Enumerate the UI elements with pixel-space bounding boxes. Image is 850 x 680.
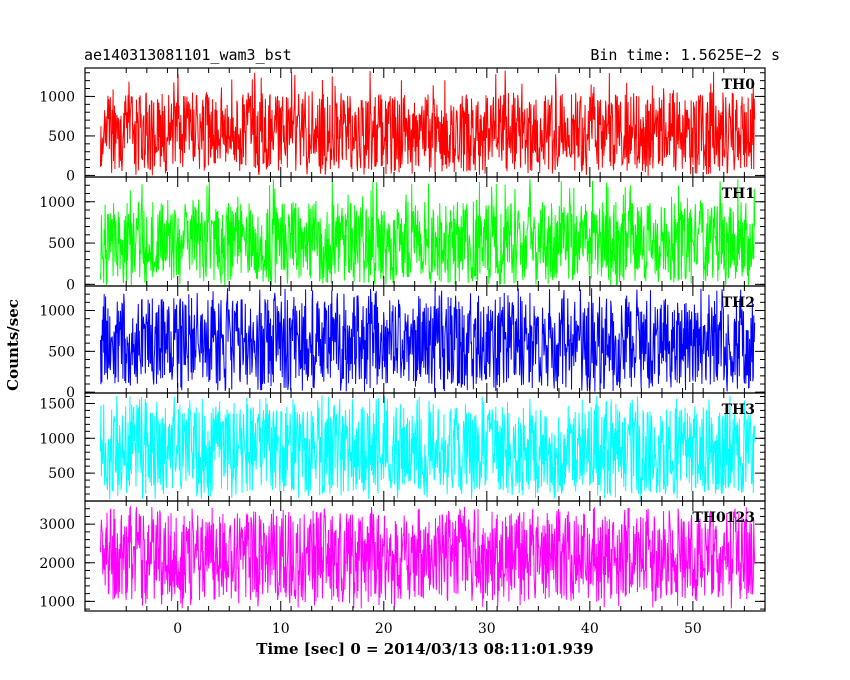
x-tick-labels: 0 10 20 30 40 50 <box>173 621 702 637</box>
panel-th2: 0 500 1000 TH2 <box>39 285 766 401</box>
y-tick-label: 1000 <box>39 594 75 610</box>
y-tick-label: 1000 <box>39 304 75 320</box>
x-axis-label: Time [sec] 0 = 2014/03/13 08:11:01.939 <box>256 640 593 658</box>
y-tick-label: 500 <box>48 129 75 145</box>
panel-frame <box>84 500 766 612</box>
y-tick-label: 0 <box>66 385 75 401</box>
x-tick-label: 30 <box>478 621 496 637</box>
x-tick-label: 50 <box>684 621 702 637</box>
y-tick-label: 500 <box>48 344 75 360</box>
panel-label-th2: TH2 <box>722 295 755 311</box>
y-tick-label: 1000 <box>39 89 75 105</box>
y-tick-label: 1000 <box>39 431 75 447</box>
chart-title: ae140313081101_wam3_bst <box>84 46 292 64</box>
panels-group: 0 500 1000 TH0 0 500 1000 TH1 0 500 1000 TH2 500 1000… <box>39 67 766 612</box>
series-th1 <box>99 179 756 286</box>
y-axis-label: Counts/sec <box>4 299 22 391</box>
y-tick-label: 0 <box>66 168 75 184</box>
x-tick-label: 40 <box>581 621 599 637</box>
panel-label-th1: TH1 <box>722 186 755 202</box>
panel-th1: 0 500 1000 TH1 <box>39 176 766 293</box>
y-tick-label: 3000 <box>39 517 75 533</box>
x-tick-label: 0 <box>173 621 182 637</box>
panel-label-th3: TH3 <box>722 402 755 418</box>
y-tick-label: 2000 <box>39 556 75 572</box>
x-tick-label: 20 <box>375 621 393 637</box>
y-tick-label: 500 <box>48 466 75 482</box>
y-tick-label: 0 <box>66 277 75 293</box>
bin-time-label: Bin time: 1.5625E−2 s <box>590 46 780 64</box>
series-th3 <box>99 395 756 500</box>
series-th2 <box>99 288 756 392</box>
series-th0 <box>99 70 756 176</box>
panel-label-th0: TH0 <box>722 77 756 93</box>
y-tick-label: 500 <box>48 236 75 252</box>
panel-th3: 500 1000 1500 TH3 <box>39 392 766 502</box>
x-tick-label: 10 <box>272 621 290 637</box>
panel-th0123: 1000 2000 3000 TH0123 <box>39 500 766 612</box>
y-tick-label: 1500 <box>39 396 75 412</box>
series-th0123 <box>99 505 756 609</box>
panel-label-th0123: TH0123 <box>692 510 755 526</box>
y-tick-label: 1000 <box>39 195 75 211</box>
panel-th0: 0 500 1000 TH0 <box>39 67 766 184</box>
